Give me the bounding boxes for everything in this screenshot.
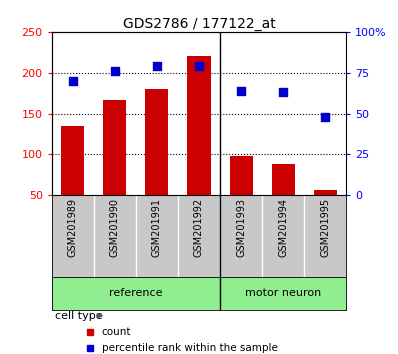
Text: count: count: [102, 327, 131, 337]
Bar: [103, 100, 127, 195]
Point: [196, 63, 202, 69]
Text: GSM201995: GSM201995: [320, 198, 330, 257]
Bar: [230, 156, 253, 195]
Text: GSM201991: GSM201991: [152, 198, 162, 257]
Text: reference: reference: [109, 288, 163, 298]
Bar: [187, 56, 211, 195]
Bar: [220, 277, 346, 310]
Point: [70, 78, 76, 84]
Point: [112, 68, 118, 74]
Bar: [271, 164, 295, 195]
Point: [322, 114, 328, 120]
Text: GSM201989: GSM201989: [68, 198, 78, 257]
Point: [154, 63, 160, 69]
Text: GSM201993: GSM201993: [236, 198, 246, 257]
Bar: [145, 89, 168, 195]
Text: percentile rank within the sample: percentile rank within the sample: [102, 343, 278, 353]
Bar: [61, 126, 84, 195]
Text: GSM201990: GSM201990: [110, 198, 120, 257]
Point: [280, 90, 286, 95]
Text: GSM201994: GSM201994: [278, 198, 288, 257]
Text: motor neuron: motor neuron: [245, 288, 321, 298]
Text: cell type: cell type: [55, 311, 102, 321]
Title: GDS2786 / 177122_at: GDS2786 / 177122_at: [123, 17, 275, 31]
Bar: [314, 189, 337, 195]
Point: [238, 88, 244, 93]
Text: GSM201992: GSM201992: [194, 198, 204, 257]
